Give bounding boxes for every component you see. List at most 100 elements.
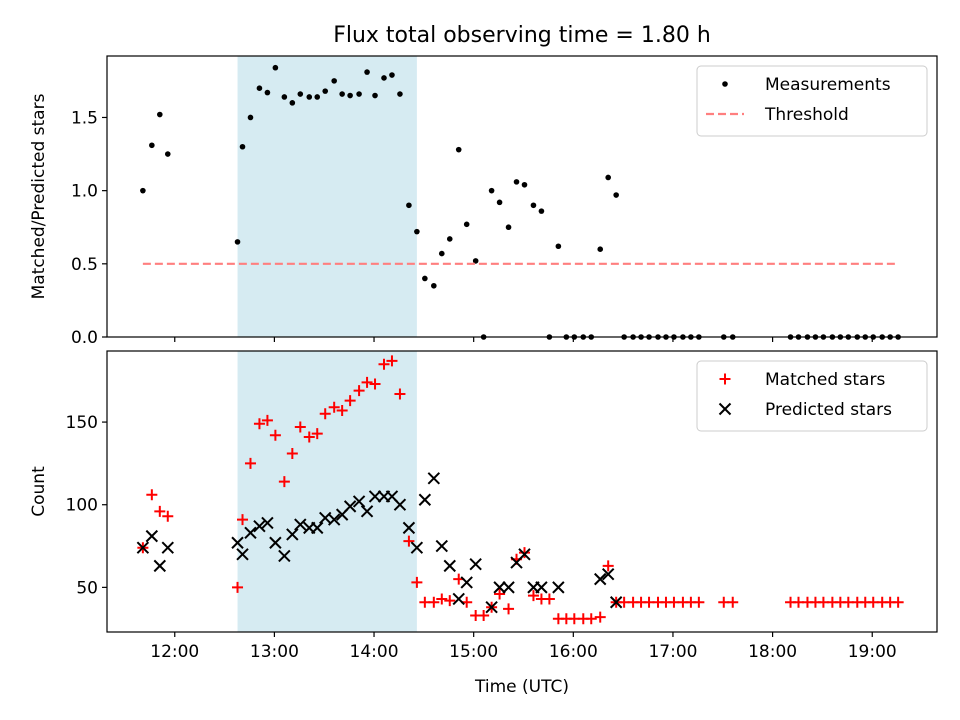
y-axis-label: Count bbox=[29, 466, 49, 517]
data-point bbox=[232, 581, 244, 593]
data-point bbox=[460, 576, 473, 589]
data-point bbox=[418, 493, 432, 506]
data-point bbox=[272, 64, 279, 71]
data-point bbox=[247, 114, 254, 121]
y-tick-label: 0.5 bbox=[71, 255, 98, 275]
data-point bbox=[518, 547, 530, 559]
x-tick-label: 14:00 bbox=[350, 642, 399, 662]
data-point bbox=[414, 228, 420, 235]
data-point bbox=[601, 567, 615, 581]
data-point bbox=[389, 72, 395, 78]
data-point bbox=[411, 576, 423, 588]
data-point bbox=[303, 431, 315, 443]
data-point bbox=[369, 378, 381, 390]
data-point bbox=[145, 529, 159, 543]
data-point bbox=[527, 590, 539, 602]
y-tick-label: 50 bbox=[76, 578, 98, 598]
y-tick-label: 150 bbox=[66, 413, 98, 433]
data-point bbox=[552, 581, 565, 594]
data-point bbox=[496, 199, 503, 206]
y-axis-label: Matched/Predicted stars bbox=[29, 93, 49, 299]
data-point bbox=[452, 592, 465, 606]
data-point bbox=[594, 572, 607, 586]
data-point bbox=[427, 472, 441, 485]
chart-title: Flux total observing time = 1.80 h bbox=[333, 23, 711, 48]
plot-frame bbox=[106, 55, 938, 338]
data-point bbox=[294, 421, 306, 433]
legend-label: Matched stars bbox=[765, 370, 885, 390]
data-point bbox=[410, 541, 424, 554]
x-tick-label: 12:00 bbox=[150, 642, 199, 662]
series-predicted-stars bbox=[136, 472, 623, 614]
data-point bbox=[361, 376, 373, 388]
x-tick-label: 17:00 bbox=[648, 642, 697, 662]
data-point bbox=[513, 179, 520, 185]
legend: Measurements Threshold bbox=[696, 65, 928, 137]
data-point bbox=[397, 91, 403, 97]
observing-window-shade bbox=[237, 56, 417, 337]
y-tick-label: 1.0 bbox=[71, 182, 98, 202]
data-point bbox=[244, 457, 256, 469]
plot-frame bbox=[106, 350, 938, 633]
data-point bbox=[368, 490, 382, 503]
data-point bbox=[605, 174, 611, 181]
top-panel-ratio: 0.0 0.5 1.0 1.5 Matched/Predicted stars Measu… bbox=[29, 55, 938, 348]
data-point bbox=[269, 536, 282, 549]
data-point bbox=[372, 92, 378, 99]
data-point bbox=[136, 541, 150, 554]
x-tick-label: 13:00 bbox=[250, 642, 299, 662]
data-point bbox=[727, 596, 739, 608]
data-point bbox=[555, 243, 562, 250]
legend-label: Predicted stars bbox=[765, 400, 892, 420]
data-point bbox=[297, 91, 304, 97]
data-point bbox=[469, 558, 482, 571]
data-point bbox=[505, 224, 512, 231]
data-point bbox=[378, 358, 390, 370]
data-point bbox=[394, 388, 406, 400]
data-point bbox=[403, 535, 415, 547]
data-point bbox=[327, 513, 341, 526]
data-point bbox=[149, 142, 155, 149]
data-point bbox=[256, 85, 263, 91]
data-point bbox=[146, 489, 158, 501]
data-point bbox=[494, 588, 506, 600]
data-point bbox=[153, 559, 167, 573]
data-point bbox=[347, 92, 353, 99]
y-tick-label: 0.0 bbox=[71, 328, 98, 348]
data-point bbox=[518, 548, 531, 561]
data-point bbox=[281, 94, 288, 100]
data-point bbox=[286, 447, 298, 459]
y-tick-label: 100 bbox=[66, 496, 98, 516]
data-point bbox=[381, 75, 387, 81]
data-point bbox=[594, 611, 606, 623]
data-point bbox=[306, 94, 313, 100]
data-point bbox=[530, 202, 537, 209]
data-point bbox=[472, 258, 479, 264]
x-tick-label: 18:00 bbox=[748, 642, 797, 662]
data-point bbox=[261, 414, 273, 426]
data-point bbox=[597, 246, 604, 252]
data-point bbox=[478, 609, 490, 621]
data-point bbox=[444, 595, 456, 607]
data-point bbox=[535, 581, 548, 594]
data-point bbox=[353, 385, 365, 397]
data-point bbox=[339, 91, 345, 97]
data-point bbox=[319, 408, 331, 420]
data-point bbox=[436, 593, 448, 605]
data-point bbox=[311, 428, 323, 440]
data-point bbox=[609, 596, 623, 609]
data-point bbox=[157, 111, 163, 118]
data-point bbox=[322, 88, 329, 94]
data-point bbox=[264, 89, 271, 96]
data-point bbox=[543, 593, 555, 605]
data-point bbox=[463, 221, 470, 228]
data-point bbox=[446, 236, 453, 242]
bottom-panel-counts: 50 100 150 12:00 13:00 14:00 15:00 16:00 17:00 18… bbox=[29, 350, 938, 697]
data-point bbox=[261, 516, 274, 530]
data-point bbox=[438, 250, 445, 257]
data-point bbox=[231, 536, 244, 549]
data-point bbox=[289, 100, 296, 106]
data-point bbox=[521, 181, 528, 188]
data-point bbox=[443, 559, 456, 573]
data-point bbox=[244, 526, 257, 540]
